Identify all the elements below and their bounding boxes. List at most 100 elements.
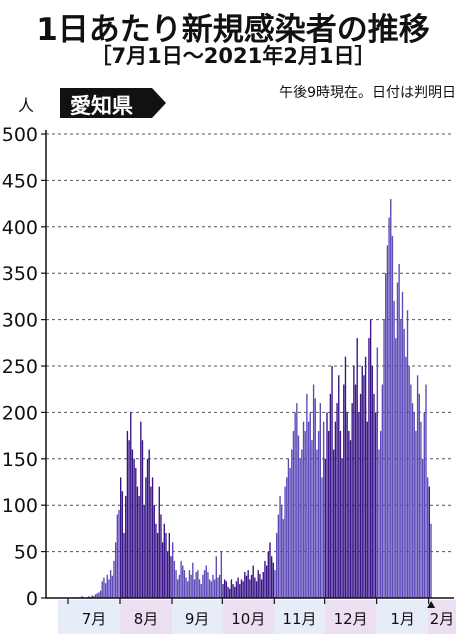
tick-labels: 0 50 100 150 200 250 300 350 400 450 500 7月 8月 9月 10月 1… — [2, 124, 455, 628]
bar — [249, 579, 251, 598]
bar — [193, 579, 196, 598]
bar — [99, 590, 102, 598]
month-band — [222, 600, 275, 634]
bar — [324, 458, 327, 598]
y-tick-label: 200 — [2, 402, 38, 424]
bar — [98, 592, 100, 598]
bar — [120, 477, 122, 598]
bar — [304, 430, 306, 598]
bar — [145, 477, 147, 598]
bar — [235, 581, 238, 598]
bar — [430, 523, 432, 598]
bar — [212, 574, 214, 598]
bar — [302, 421, 305, 598]
y-tick-label: 500 — [2, 124, 38, 146]
bar — [202, 574, 204, 598]
bar — [346, 412, 348, 598]
bar — [94, 594, 97, 598]
bar — [143, 505, 145, 598]
bar — [338, 375, 340, 598]
bar — [198, 579, 201, 598]
bar — [329, 393, 332, 598]
bar — [334, 421, 337, 598]
bar — [361, 366, 363, 598]
month-label: 11月 — [282, 610, 316, 628]
bar — [374, 412, 377, 598]
bar — [165, 533, 167, 598]
bar — [140, 421, 142, 598]
bar — [287, 458, 290, 598]
month-bands — [58, 600, 456, 634]
bar — [351, 403, 353, 598]
bar — [339, 430, 342, 598]
bar — [317, 430, 320, 598]
month-label: 1月 — [390, 610, 415, 628]
bar — [213, 579, 216, 598]
bar — [260, 579, 263, 598]
bar — [229, 588, 231, 598]
bar — [101, 581, 103, 598]
bar — [376, 347, 379, 598]
bar — [410, 384, 412, 598]
bar — [306, 393, 308, 598]
bar — [187, 581, 189, 598]
month-band — [172, 600, 223, 634]
bar — [163, 523, 165, 598]
bar — [88, 596, 90, 598]
bar — [148, 449, 150, 598]
month-label: 8月 — [134, 610, 159, 628]
bar — [312, 384, 315, 598]
bar — [128, 440, 130, 598]
bar — [425, 384, 427, 598]
bar — [114, 542, 117, 598]
bar — [413, 412, 415, 598]
bar — [279, 495, 281, 598]
bar — [396, 282, 399, 598]
bar — [247, 570, 249, 598]
month-band — [324, 600, 377, 634]
bar — [284, 486, 286, 598]
footnote: 午後9時現在。日付は判明日 — [279, 85, 456, 101]
bar — [267, 551, 269, 598]
bar — [131, 449, 134, 598]
bar — [257, 570, 259, 598]
y-tick-label: 150 — [2, 449, 38, 471]
y-tick-label: 450 — [2, 170, 38, 192]
bar — [177, 579, 179, 598]
bar — [368, 338, 370, 598]
month-label: 12月 — [334, 610, 368, 628]
bar — [245, 575, 248, 598]
bar — [297, 435, 300, 598]
bar — [406, 310, 409, 598]
bar — [242, 581, 244, 598]
bar — [311, 440, 313, 598]
bar — [286, 477, 288, 598]
bar — [319, 403, 321, 598]
bars — [71, 198, 432, 599]
bar — [420, 421, 422, 598]
y-tick-label: 300 — [2, 310, 38, 332]
bar — [299, 458, 301, 598]
month-label: 10月 — [231, 610, 265, 628]
y-unit-label: 人 — [18, 96, 35, 115]
bar — [136, 486, 139, 598]
bar — [133, 458, 135, 598]
bar — [240, 579, 243, 598]
month-band — [274, 600, 325, 634]
bar — [391, 236, 394, 598]
bar — [385, 273, 387, 598]
bar — [393, 301, 395, 598]
bar — [418, 393, 420, 598]
bar — [349, 440, 352, 598]
bar — [203, 570, 206, 598]
bar — [356, 338, 358, 598]
bar — [250, 574, 253, 598]
bar — [172, 542, 174, 598]
bar — [106, 574, 108, 598]
bar — [239, 584, 241, 598]
bar — [366, 421, 368, 598]
bar — [314, 398, 316, 598]
bar — [217, 577, 219, 598]
bar — [383, 319, 385, 598]
feb-pointer-icon — [427, 601, 436, 608]
